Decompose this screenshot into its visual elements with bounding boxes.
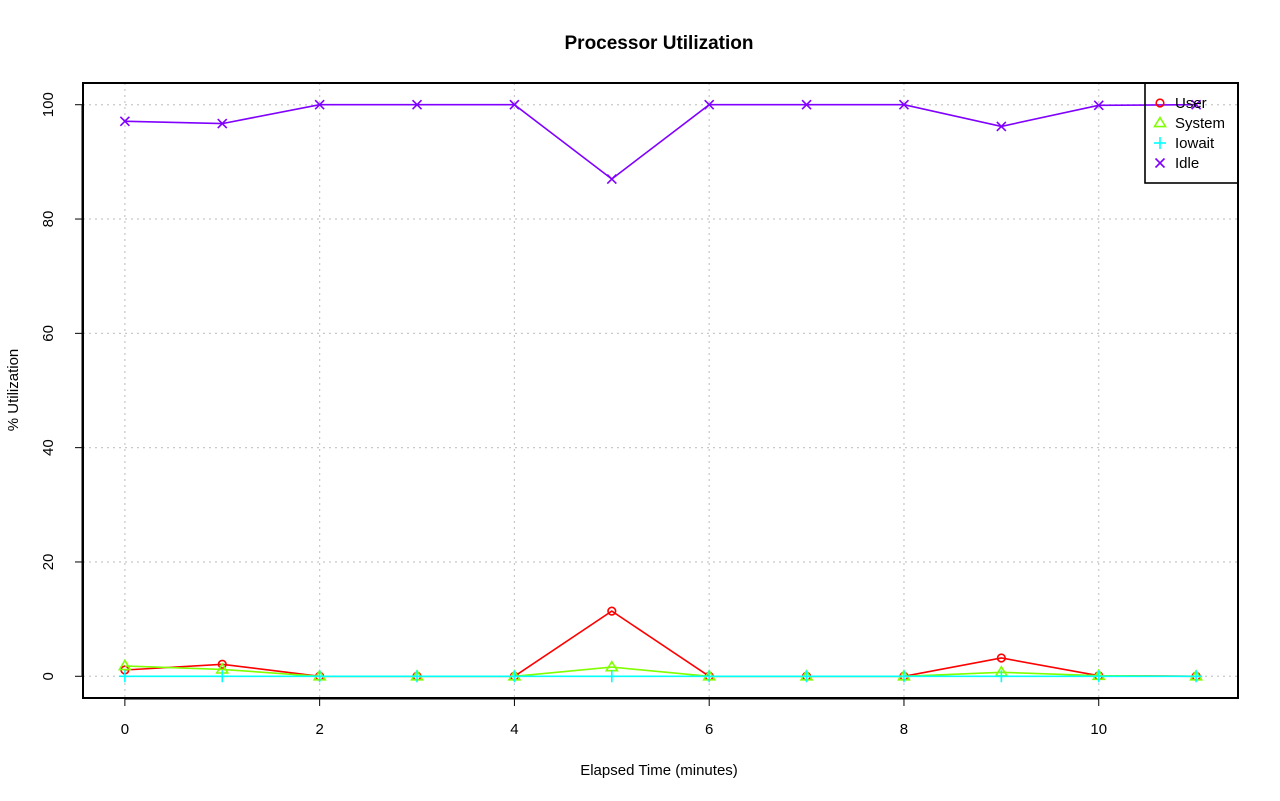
legend-label-idle: Idle xyxy=(1175,155,1199,172)
y-tick-label: 40 xyxy=(40,439,57,456)
x-tick-label: 0 xyxy=(121,721,129,738)
data-point-idle xyxy=(217,118,228,129)
legend-marker-idle xyxy=(1154,157,1166,169)
legend-marker-system xyxy=(1153,115,1167,128)
cross-b xyxy=(704,99,715,110)
legend-label-user: User xyxy=(1175,95,1207,112)
legend-label-system: System xyxy=(1175,115,1225,132)
cross-b xyxy=(217,118,228,129)
y-tick-label: 0 xyxy=(40,672,57,680)
chart-title: Processor Utilization xyxy=(565,33,754,54)
cross-b xyxy=(996,121,1007,132)
data-point-iowait xyxy=(313,670,326,683)
data-point-idle xyxy=(704,99,715,110)
legend-marker-user xyxy=(1155,98,1165,108)
data-point-user xyxy=(217,659,227,669)
cross-b xyxy=(898,99,910,110)
data-point-iowait xyxy=(411,670,424,683)
y-tick-label: 60 xyxy=(40,325,57,342)
y-tick-label: 100 xyxy=(40,92,57,117)
data-point-iowait xyxy=(605,670,618,683)
cross-b xyxy=(606,173,617,185)
data-point-iowait xyxy=(508,670,521,683)
legend-box xyxy=(1144,82,1239,184)
x-axis-label: Elapsed Time (minutes) xyxy=(580,762,738,779)
data-point-user xyxy=(607,606,617,616)
data-point-iowait xyxy=(703,670,716,683)
cross-b xyxy=(1191,99,1202,110)
series-iowait xyxy=(118,670,1203,683)
cross-b xyxy=(119,116,130,127)
legend: User System Iowait Idle xyxy=(1144,82,1239,184)
cross-b xyxy=(1093,100,1104,111)
series-user xyxy=(120,606,1201,681)
grid xyxy=(83,83,1238,698)
legend-label-iowait: Iowait xyxy=(1175,135,1215,152)
data-point-system xyxy=(117,658,132,671)
data-point-system xyxy=(604,660,619,672)
data-point-idle xyxy=(119,116,130,127)
x-tick-label: 8 xyxy=(900,721,908,738)
data-point-iowait xyxy=(118,670,131,683)
x-tick-label: 2 xyxy=(315,721,323,738)
data-point-iowait xyxy=(800,670,813,683)
y-axis-label: % Utilization xyxy=(5,349,22,432)
data-point-user xyxy=(996,653,1006,663)
cross-b xyxy=(509,99,520,110)
data-point-iowait xyxy=(1190,670,1203,683)
plot-frame xyxy=(82,82,1239,699)
data-point-iowait xyxy=(995,670,1008,683)
data-point-iowait xyxy=(1092,670,1105,683)
series-line-user xyxy=(124,610,1197,678)
series-idle xyxy=(119,99,1202,185)
data-point-idle xyxy=(314,99,325,110)
cross-b xyxy=(1154,157,1166,169)
data-point-idle xyxy=(801,99,812,110)
series-line-system xyxy=(124,665,1197,678)
series-layer xyxy=(117,99,1204,683)
data-point-idle xyxy=(606,173,617,185)
y-tick-label: 80 xyxy=(40,211,57,228)
data-point-iowait xyxy=(897,670,910,683)
data-point-idle xyxy=(411,99,423,110)
y-tick-label: 20 xyxy=(40,554,57,571)
legend-marker-iowait xyxy=(1154,137,1166,149)
x-tick-label: 10 xyxy=(1090,721,1107,738)
cross-b xyxy=(411,99,423,110)
data-point-idle xyxy=(509,99,520,110)
cross-b xyxy=(801,99,812,110)
x-tick-label: 6 xyxy=(705,721,713,738)
data-point-idle xyxy=(1093,100,1104,111)
data-point-iowait xyxy=(216,670,229,683)
x-tick-label: 4 xyxy=(510,721,518,738)
data-point-idle xyxy=(996,121,1007,132)
series-line-idle xyxy=(124,103,1197,181)
data-point-idle xyxy=(898,99,910,110)
data-point-idle xyxy=(1191,99,1202,110)
cross-b xyxy=(314,99,325,110)
